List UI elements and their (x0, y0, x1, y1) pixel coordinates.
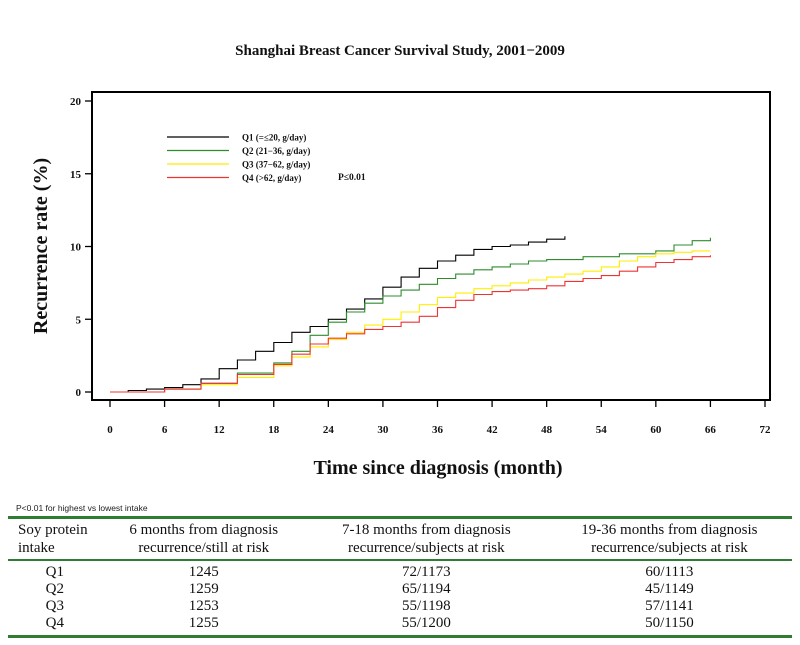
y-tick-label: 15 (70, 169, 82, 181)
x-tick-label: 24 (323, 424, 335, 436)
header-19-36-months: 19-36 months from diagnosis recurrence/s… (581, 522, 758, 556)
table-cell-quartile: Q1 (45, 564, 64, 580)
table-cell: 1253 (188, 598, 219, 614)
table-cell: 1259 (188, 581, 219, 597)
header-6-months: 6 months from diagnosis recurrence/still… (129, 522, 279, 556)
table-cell: 57/1141 (645, 598, 694, 614)
table-row: Q1 1245 72/1173 60/1113 (8, 560, 792, 581)
x-tick-label: 48 (541, 424, 553, 436)
x-tick-label: 66 (705, 424, 717, 436)
x-tick-label: 42 (487, 424, 499, 436)
table-cell: 72/1173 (402, 564, 451, 580)
header-7-18-months: 7-18 months from diagnosis recurrence/su… (341, 522, 511, 556)
table-cell: 50/1150 (645, 615, 694, 631)
x-tick-label: 72 (760, 424, 772, 436)
recurrence-chart: Shanghai Breast Cancer Survival Study, 2… (30, 43, 771, 479)
legend-label: Q1 (=≤20, g/day) (242, 133, 306, 143)
header-soy-intake: Soy protein intake (18, 522, 88, 556)
table-cell: 60/1113 (645, 564, 694, 580)
table-cell-quartile: Q3 (45, 598, 64, 614)
legend-label: Q4 (>62, g/day) (242, 173, 301, 183)
legend: Q1 (=≤20, g/day) Q2 (21−36, g/day) Q3 (37−… (167, 133, 310, 183)
y-axis-label: Recurrence rate (%) (30, 158, 52, 334)
table-cell-quartile: Q2 (45, 581, 64, 597)
chart-title: Shanghai Breast Cancer Survival Study, 2… (235, 43, 565, 59)
y-tick-label: 0 (76, 387, 82, 399)
x-tick-label: 12 (214, 424, 226, 436)
table-row: Q3 1253 55/1198 57/1141 (8, 598, 792, 615)
risk-table-container: Soy protein intake 6 months from diagnos… (8, 516, 792, 638)
x-tick-label: 30 (377, 424, 389, 436)
table-cell: 1245 (188, 564, 219, 580)
legend-label: Q2 (21−36, g/day) (242, 146, 310, 156)
x-tick-label: 60 (650, 424, 662, 436)
table-cell-quartile: Q4 (45, 615, 64, 631)
x-tick-label: 54 (596, 424, 608, 436)
table-cell: 55/1198 (402, 598, 451, 614)
series-line-q4 (110, 255, 711, 393)
x-tick-label: 18 (268, 424, 280, 436)
y-tick-label: 20 (70, 96, 82, 108)
series-lines (110, 236, 711, 393)
risk-table: Soy protein intake 6 months from diagnos… (8, 516, 792, 638)
y-axis: 0 5 10 15 20 (70, 96, 92, 399)
p-value-annotation: P≤0.01 (338, 173, 366, 183)
x-tick-label: 36 (432, 424, 444, 436)
x-tick-label: 0 (107, 424, 113, 436)
table-cell: 1255 (188, 615, 219, 631)
footnote: P<0.01 for highest vs lowest intake (16, 503, 148, 513)
table-cell: 65/1194 (402, 581, 451, 597)
x-axis-label: Time since diagnosis (month) (313, 457, 562, 479)
table-header-row: Soy protein intake 6 months from diagnos… (8, 517, 792, 560)
table-row: Q2 1259 65/1194 45/1149 (8, 581, 792, 598)
y-tick-label: 10 (70, 242, 82, 254)
table-row: Q4 1255 55/1200 50/1150 (8, 615, 792, 637)
y-tick-label: 5 (76, 314, 82, 326)
table-cell: 55/1200 (401, 615, 451, 631)
x-axis: 0 6 12 18 24 30 36 42 48 54 60 66 72 (107, 400, 771, 436)
table-cell: 45/1149 (645, 581, 694, 597)
series-line-q1 (110, 236, 566, 393)
legend-label: Q3 (37−62, g/day) (242, 160, 310, 170)
plot-frame (91, 91, 771, 401)
series-line-q3 (110, 250, 711, 393)
series-line-q2 (110, 237, 711, 393)
x-tick-label: 6 (162, 424, 168, 436)
